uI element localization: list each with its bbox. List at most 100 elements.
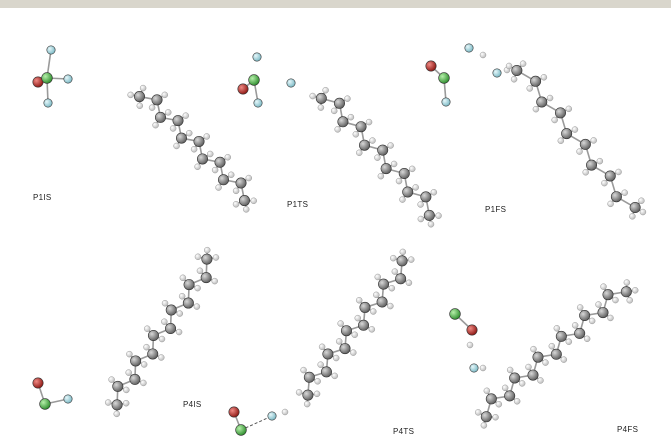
p4is-hydrogen-atom bbox=[158, 335, 166, 343]
p4fs-carbon-atom bbox=[555, 330, 567, 342]
p1is-hydrogen-atom bbox=[211, 166, 219, 174]
p1fs-hydrogen-atom bbox=[576, 148, 583, 155]
p1ts-hydrogen-atom bbox=[435, 212, 442, 219]
p4ts-hydrogen-atom bbox=[388, 284, 396, 292]
p4is-hydrogen-atom bbox=[126, 350, 133, 358]
p4is-hydrogen-atom bbox=[113, 410, 120, 418]
p4is-hydrogen-atom bbox=[176, 310, 184, 317]
p4fs-hydrogen-atom bbox=[474, 409, 482, 416]
p1is-carbon-atom bbox=[214, 156, 226, 168]
p1ts-carbon-atom bbox=[423, 209, 435, 221]
p1fs-carbon-atom bbox=[610, 191, 622, 203]
p1ts-hydrogen-atom bbox=[408, 165, 416, 173]
p4ts-hydrogen-atom bbox=[337, 320, 344, 327]
p4ts-hydrogen-atom bbox=[295, 389, 303, 396]
p1ts-hydrogen-atom bbox=[317, 104, 325, 111]
p1fs-hydrogen-atom bbox=[596, 157, 604, 165]
p4fs-hydrogen-atom bbox=[537, 377, 544, 384]
p4fs-hydrogen-atom bbox=[565, 338, 573, 345]
p4fs-hydrogen-atom bbox=[492, 413, 499, 421]
p1is-hydrogen-atom bbox=[164, 109, 172, 116]
p4ts-hydrogen-atom bbox=[354, 314, 362, 322]
p1ts-hydrogen-atom bbox=[369, 137, 376, 144]
p1is-hydrogen-atom bbox=[182, 112, 190, 119]
p4is-carbon-atom bbox=[182, 297, 194, 309]
p4fs-hydrogen-atom bbox=[466, 341, 474, 349]
p1ts-hydrogen-atom bbox=[430, 189, 438, 196]
p1is-hydrogen-atom bbox=[173, 142, 180, 150]
p1fs-hydrogen-atom bbox=[519, 60, 527, 67]
p1is-hydrogen-atom bbox=[250, 197, 257, 205]
p1ts-hydrogen-atom bbox=[365, 118, 373, 126]
p1is-hydrogen-atom bbox=[190, 145, 198, 153]
p1ts-carbon-atom bbox=[380, 163, 392, 175]
p4fs-hydrogen-atom bbox=[631, 287, 639, 294]
p1fs-carbon-atom bbox=[579, 138, 591, 150]
p4is-hydrogen-atom bbox=[161, 299, 169, 307]
p4is-carbon-atom bbox=[165, 323, 177, 335]
p4ts-hydrogen-atom bbox=[331, 372, 338, 380]
p4ts-hydrogen-atom bbox=[399, 248, 407, 256]
p1is-hydrogen-atom bbox=[203, 133, 211, 140]
p4fs-hydrogen-atom bbox=[483, 387, 491, 395]
p1ts-carbon-atom bbox=[315, 92, 327, 104]
p4fs-hydrogen-atom bbox=[506, 366, 514, 374]
p4fs-carbon-atom bbox=[532, 351, 544, 363]
p1fs-hydrogen-atom bbox=[601, 179, 608, 187]
p4is-carbon-atom bbox=[130, 355, 142, 367]
p4fs-carbon-atom bbox=[579, 310, 591, 322]
panel-label-p4ts: P4TS bbox=[393, 427, 415, 436]
p4is-carbon-atom bbox=[201, 253, 213, 265]
p4ts-hydrogen-atom bbox=[318, 343, 326, 351]
p4fs-hydrogen-atom bbox=[623, 279, 631, 286]
p4fs-hydrogen-atom bbox=[626, 297, 633, 304]
p4ts-carbon-atom bbox=[340, 325, 352, 337]
p1is-carbon-atom bbox=[151, 94, 163, 106]
p1ts-fluorine-atom bbox=[253, 98, 263, 108]
p4is-hydrogen-atom bbox=[143, 325, 151, 332]
p1fs-hydrogen-atom bbox=[526, 85, 534, 92]
p1is-hydrogen-atom bbox=[232, 201, 240, 208]
p1is-carbon-atom bbox=[193, 135, 205, 147]
p1fs-hydrogen-atom bbox=[615, 168, 622, 176]
p1fs-hydrogen-atom bbox=[532, 105, 540, 113]
p1is-hydrogen-atom bbox=[161, 91, 169, 99]
p4ts-carbon-atom bbox=[339, 343, 351, 355]
p1is-hydrogen-atom bbox=[169, 125, 177, 132]
p1fs-carbon-atom bbox=[511, 64, 523, 76]
p4is-hydrogen-atom bbox=[196, 267, 204, 275]
p4ts-hydrogen-atom bbox=[390, 254, 397, 262]
p4is-hydrogen-atom bbox=[175, 328, 183, 336]
p1fs-fluorine-atom bbox=[464, 43, 474, 53]
p4is-carbon-atom bbox=[111, 399, 123, 411]
p1ts-hydrogen-atom bbox=[309, 92, 316, 100]
p1is-hydrogen-atom bbox=[224, 154, 232, 161]
p4ts-carbon-atom bbox=[322, 348, 334, 360]
p4fs-fluorine-atom bbox=[469, 363, 479, 373]
p4ts-carbon-atom bbox=[378, 278, 390, 290]
p4fs-carbon-atom bbox=[602, 289, 614, 301]
p4fs-carbon-atom bbox=[550, 348, 562, 360]
p4fs-carbon-atom bbox=[480, 411, 492, 423]
p4fs-hydrogen-atom bbox=[612, 296, 619, 304]
p4fs-carbon-atom bbox=[504, 390, 516, 402]
p4ts-hydrogen-atom bbox=[332, 354, 340, 362]
panel-label-p1ts: P1TS bbox=[287, 200, 309, 209]
p4fs-hydrogen-atom bbox=[542, 359, 549, 366]
p1fs-carbon-atom bbox=[561, 128, 573, 140]
p4is-hydrogen-atom bbox=[123, 386, 130, 394]
p4is-hydrogen-atom bbox=[194, 253, 202, 261]
p4ts-chlorine-atom bbox=[235, 424, 247, 436]
p4fs-hydrogen-atom bbox=[495, 400, 503, 408]
p1fs-hydrogen-atom bbox=[557, 137, 565, 144]
p4ts-hydrogen-atom bbox=[317, 361, 324, 368]
p4ts-hydrogen-atom bbox=[405, 279, 413, 287]
p1is-hydrogen-atom bbox=[127, 91, 134, 99]
p4fs-chlorine-atom bbox=[449, 308, 461, 320]
p4is-hydrogen-atom bbox=[193, 303, 201, 310]
p1is-carbon-atom bbox=[175, 132, 187, 144]
p1ts-carbon-atom bbox=[402, 186, 414, 198]
p1is-hydrogen-atom bbox=[215, 184, 222, 191]
p1ts-hydrogen-atom bbox=[427, 220, 435, 228]
p4fs-carbon-atom bbox=[597, 307, 609, 319]
